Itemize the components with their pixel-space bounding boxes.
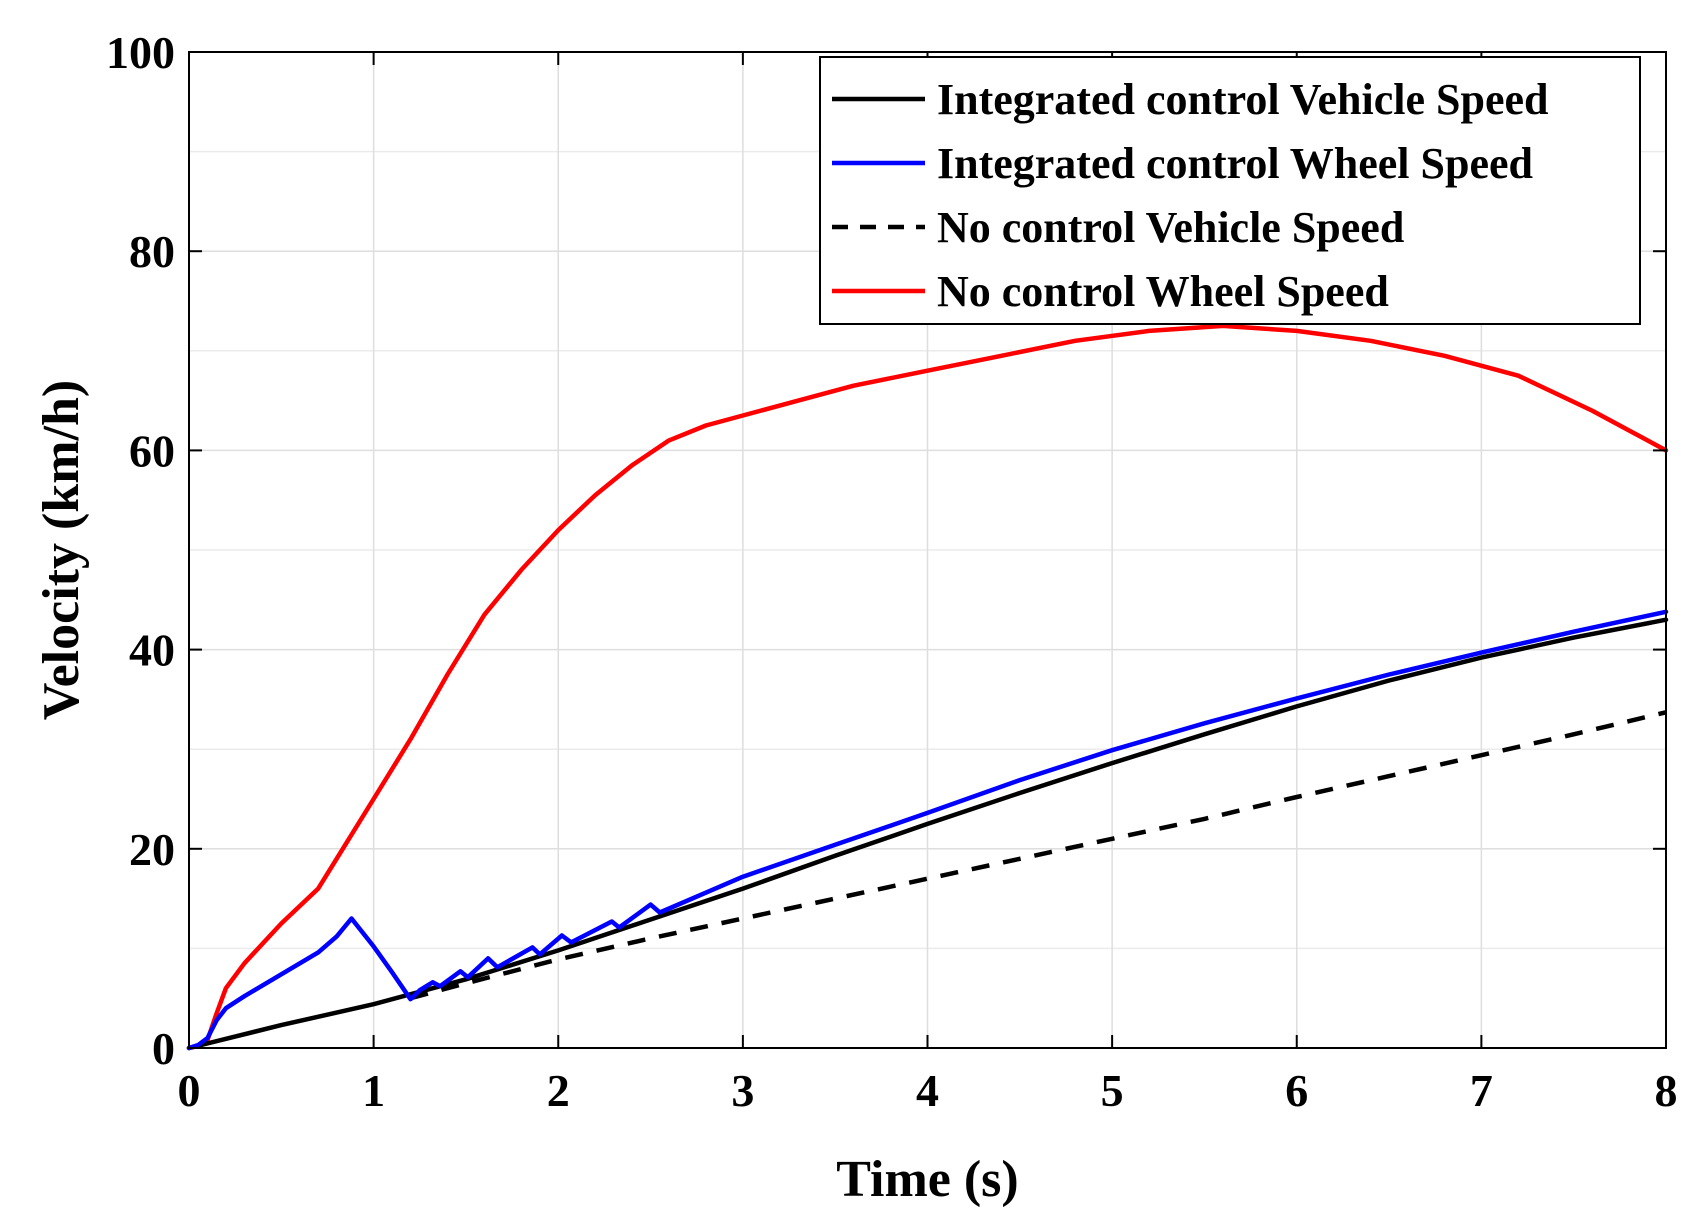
legend-label: Integrated control Wheel Speed	[937, 139, 1533, 188]
legend: Integrated control Vehicle Speed Integrat…	[819, 56, 1641, 325]
x-tick-label: 3	[731, 1065, 754, 1116]
x-axis-title: Time (s)	[836, 1151, 1018, 1208]
series-line-3	[409, 710, 1667, 1001]
legend-box	[819, 56, 1641, 325]
series-lines	[186, 323, 1669, 1051]
legend-label: No control Wheel Speed	[937, 267, 1389, 316]
y-axis-title: Velocity (km/h)	[33, 380, 90, 720]
series-line-4	[186, 323, 1669, 1051]
legend-label: Integrated control Vehicle Speed	[937, 75, 1549, 124]
y-tick-label: 20	[129, 824, 175, 875]
y-tick-label: 80	[129, 226, 175, 277]
x-tick-label: 2	[547, 1065, 570, 1116]
y-tick-label: 0	[152, 1023, 175, 1074]
y-tick-label: 40	[129, 625, 175, 676]
series-line-1	[186, 617, 1669, 1051]
x-tick-label: 1	[362, 1065, 385, 1116]
x-tick-label: 0	[178, 1065, 201, 1116]
y-tick-label: 100	[106, 27, 175, 78]
x-tick-label: 6	[1285, 1065, 1308, 1116]
y-tick-label: 60	[129, 425, 175, 476]
x-tick-label: 7	[1470, 1065, 1493, 1116]
x-tick-label: 5	[1101, 1065, 1124, 1116]
series-line-2	[186, 609, 1669, 1051]
legend-label: No control Vehicle Speed	[937, 203, 1404, 252]
x-tick-label: 4	[916, 1065, 939, 1116]
x-tick-label: 8	[1655, 1065, 1678, 1116]
